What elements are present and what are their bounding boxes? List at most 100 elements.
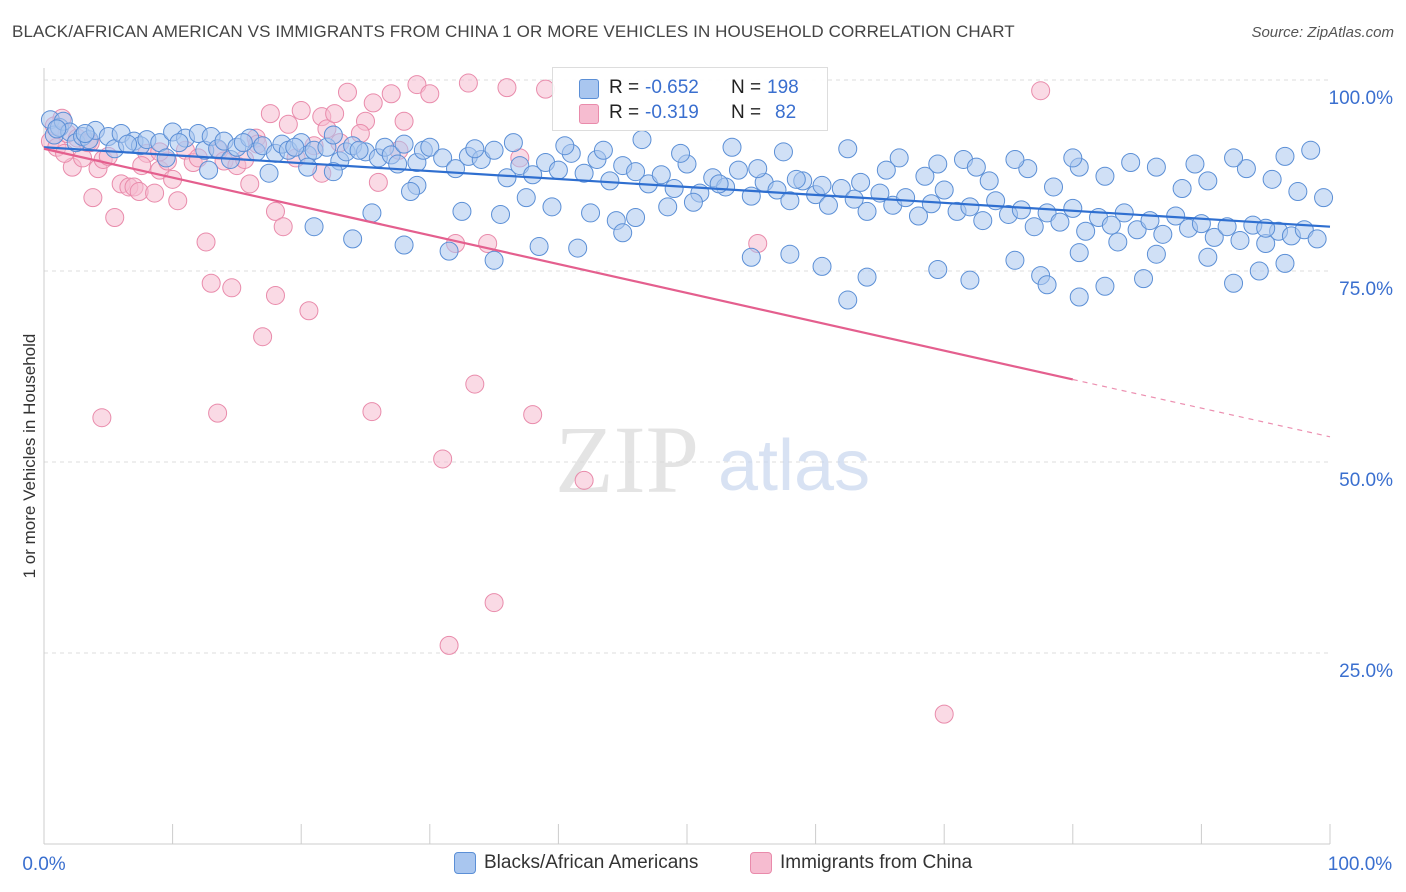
data-point-china — [407, 75, 427, 95]
data-point-black — [1204, 227, 1224, 247]
data-point-black — [1005, 149, 1025, 169]
trend-line-china — [43, 147, 1074, 381]
trend-line-black — [43, 146, 1331, 228]
data-point-black — [548, 160, 568, 180]
data-point-china — [362, 402, 382, 422]
data-point-china — [208, 403, 228, 423]
data-point-black — [169, 133, 189, 153]
data-point-china — [523, 405, 543, 425]
data-point-black — [896, 188, 916, 208]
data-point-black — [285, 137, 305, 157]
legend-swatch-blue — [579, 79, 599, 99]
series-black-african-american — [40, 110, 1334, 310]
data-point-black — [1288, 182, 1308, 202]
data-point-black — [542, 197, 562, 217]
data-point-black — [683, 192, 703, 212]
data-point-china — [465, 374, 485, 394]
data-point-china — [934, 704, 954, 724]
watermark-zip: ZIP — [555, 406, 699, 513]
data-point-china — [168, 191, 188, 211]
bottom-swatch-blue — [454, 852, 476, 874]
data-point-black — [664, 178, 684, 198]
data-point-black — [1146, 244, 1166, 264]
data-point-black — [1121, 153, 1141, 173]
data-point-black — [1024, 217, 1044, 237]
data-point-black — [1314, 188, 1334, 208]
data-point-black — [581, 203, 601, 223]
legend-n-value: 82 — [775, 102, 797, 123]
data-point-black — [767, 180, 787, 200]
data-point-black — [1037, 275, 1057, 295]
data-point-black — [1185, 154, 1205, 174]
data-point-black — [908, 206, 928, 226]
x-tick-label: 0.0% — [22, 854, 65, 875]
legend-r-label: R = — [609, 77, 640, 98]
data-point-black — [497, 168, 517, 188]
data-point-black — [1011, 200, 1031, 220]
data-point-china — [222, 278, 242, 298]
data-point-black — [889, 148, 909, 168]
data-point-black — [812, 256, 832, 276]
data-point-black — [838, 139, 858, 159]
data-point-black — [304, 217, 324, 237]
data-point-china — [458, 73, 478, 93]
data-point-black — [1249, 261, 1269, 281]
data-point-black — [1063, 198, 1083, 218]
y-tick-label: 50.0% — [1339, 470, 1393, 491]
data-point-black — [1063, 148, 1083, 168]
bottom-swatch-pink — [750, 852, 772, 874]
legend-n-label: N = — [731, 77, 762, 98]
data-point-black — [626, 162, 646, 182]
data-point-black — [47, 119, 67, 139]
axes — [43, 68, 1331, 845]
data-point-china — [145, 183, 165, 203]
data-point-black — [613, 223, 633, 243]
data-point-black — [1127, 220, 1147, 240]
data-point-black — [452, 201, 472, 221]
data-point-black — [786, 169, 806, 189]
data-point-china — [325, 104, 345, 124]
data-point-black — [857, 267, 877, 287]
data-point-black — [510, 156, 530, 176]
data-point-black — [362, 203, 382, 223]
data-point-black — [503, 133, 523, 153]
data-point-black — [401, 182, 421, 202]
data-point-black — [1005, 250, 1025, 270]
data-point-black — [1044, 177, 1064, 197]
data-point-black — [1095, 276, 1115, 296]
data-point-china — [337, 82, 357, 102]
data-point-black — [199, 160, 219, 180]
data-point-black — [1275, 146, 1295, 166]
data-point-china — [278, 114, 298, 134]
trend-lines — [43, 146, 1331, 438]
data-point-black — [728, 160, 748, 180]
chart-title: BLACK/AFRICAN AMERICAN VS IMMIGRANTS FRO… — [12, 22, 1015, 41]
data-point-black — [233, 133, 253, 153]
data-point-black — [568, 238, 588, 258]
y-tick-label: 100.0% — [1329, 88, 1394, 109]
data-point-black — [1095, 166, 1115, 186]
data-point-black — [1307, 229, 1327, 249]
data-point-china — [363, 93, 383, 113]
data-point-black — [915, 166, 935, 186]
data-point-black — [1050, 212, 1070, 232]
data-point-black — [780, 244, 800, 264]
data-point-black — [722, 137, 742, 157]
data-point-black — [75, 123, 95, 143]
data-point-china — [105, 208, 125, 228]
data-point-china — [291, 101, 311, 121]
tick-labels: 100.0% 75.0% 50.0% 25.0% 0.0% 100.0% — [22, 88, 1393, 875]
data-point-china — [92, 408, 112, 428]
data-point-black — [394, 235, 414, 255]
legend-r-value: -0.652 — [645, 77, 699, 98]
data-point-black — [323, 162, 343, 182]
data-point-black — [979, 171, 999, 191]
data-point-china — [240, 174, 260, 194]
data-point-black — [1224, 273, 1244, 293]
data-point-black — [394, 134, 414, 154]
data-point-black — [851, 172, 871, 192]
data-point-black — [876, 160, 896, 180]
data-point-black — [484, 140, 504, 160]
data-point-black — [632, 130, 652, 150]
y-tick-label: 75.0% — [1339, 279, 1393, 300]
